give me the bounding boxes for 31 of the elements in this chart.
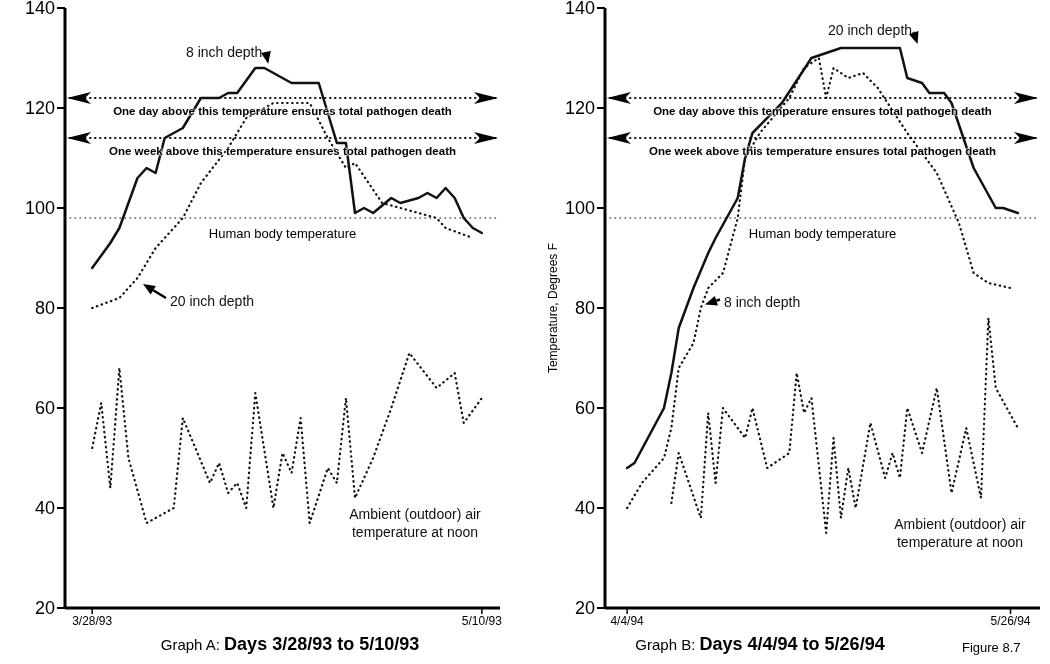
y-tick-label: 80	[574, 298, 595, 319]
series-label: 8 inch depth	[724, 294, 801, 310]
text: Ambient (outdoor) air temperature at noon	[893, 515, 1027, 551]
y-tick-label: 140	[24, 0, 55, 19]
y-tick-label: 40	[574, 498, 595, 519]
y-tick-label: 120	[564, 98, 595, 119]
y-tick-label: 60	[574, 398, 595, 419]
y-tick-label: 100	[24, 198, 55, 219]
x-tick-label: 3/28/93	[72, 613, 113, 628]
caption: Figure 8.7	[962, 640, 1021, 655]
y-tick-label: 60	[34, 398, 55, 419]
y-tick-label: 20	[34, 598, 55, 619]
ref-line-label: Human body temperature	[208, 226, 357, 241]
y-tick-label: 40	[34, 498, 55, 519]
series-label: Ambient (outdoor) air temperature at noon	[348, 505, 482, 541]
series-label: 8 inch depth	[186, 44, 263, 60]
y-tick-label: 20	[574, 598, 595, 619]
x-tick-label: 5/26/94	[990, 613, 1031, 628]
x-tick-label: 4/4/94	[610, 613, 645, 628]
ref-line-label: Human body temperature	[748, 226, 897, 241]
y-tick-label: 80	[34, 298, 55, 319]
text: 20 inch depth	[170, 293, 255, 309]
x-tick-label: 5/10/93	[461, 613, 503, 628]
y-tick-label: 140	[564, 0, 595, 19]
line-series	[91, 351, 483, 525]
text: Graph A: Days 3/28/93 to 5/10/93	[160, 634, 420, 654]
series-label: 20 inch depth	[828, 22, 913, 38]
y-axis-title: Temperature, Degrees F	[546, 242, 560, 374]
text: Graph B: Days 4/4/94 to 5/26/94	[635, 634, 885, 654]
y-tick-label: 100	[564, 198, 595, 219]
y-tick-label: 120	[24, 98, 55, 119]
